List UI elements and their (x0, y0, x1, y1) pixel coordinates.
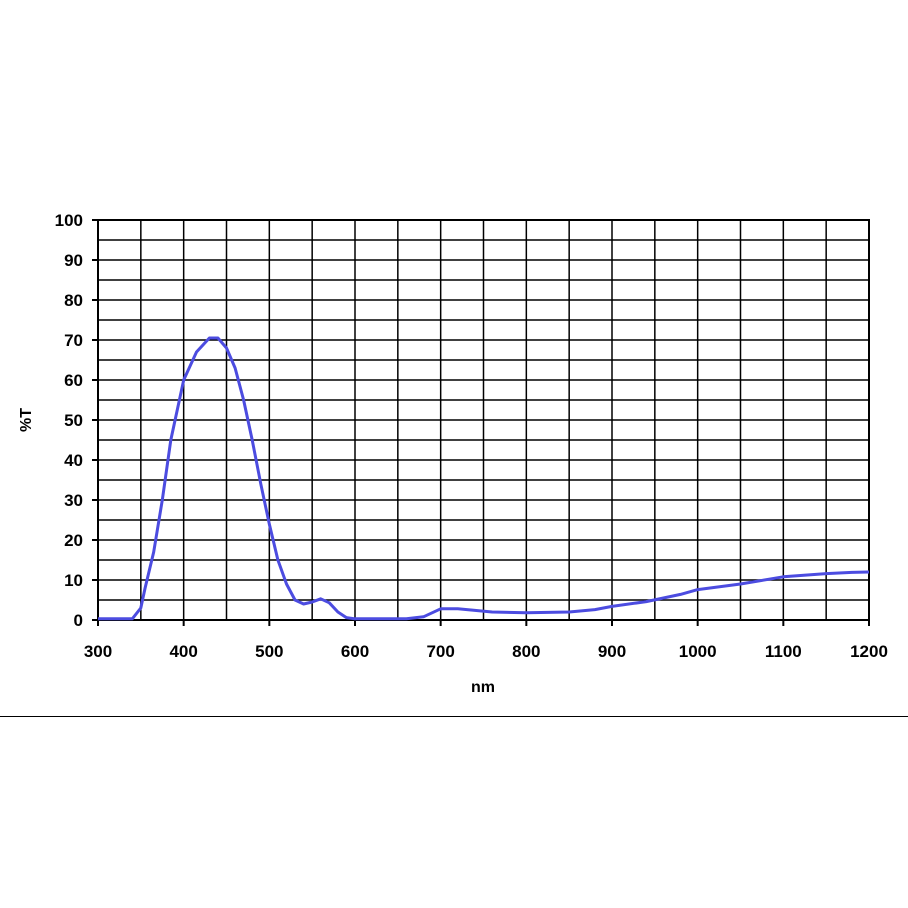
y-tick-label: 100 (55, 211, 83, 230)
y-tick-label: 70 (64, 331, 83, 350)
y-tick-label: 20 (64, 531, 83, 550)
x-tick-label: 600 (341, 642, 369, 661)
x-tick-label: 400 (169, 642, 197, 661)
y-tick-label: 60 (64, 371, 83, 390)
x-tick-label: 1200 (850, 642, 888, 661)
y-tick-label: 0 (74, 611, 83, 630)
x-tick-label: 300 (84, 642, 112, 661)
x-tick-label: 1000 (679, 642, 717, 661)
x-tick-label: 900 (598, 642, 626, 661)
series-layer (98, 336, 870, 621)
x-tick-label: 700 (426, 642, 454, 661)
y-tick-label: 30 (64, 491, 83, 510)
y-tick-label: 10 (64, 571, 83, 590)
x-tick-label: 500 (255, 642, 283, 661)
grid (97, 219, 870, 621)
y-tick-label: 40 (64, 451, 83, 470)
x-axis-title: nm (471, 679, 495, 696)
transmission-series-line (98, 336, 870, 621)
y-tick-label: 50 (64, 411, 83, 430)
x-tick-label: 800 (512, 642, 540, 661)
y-tick-labels: 0 10 20 30 40 50 60 70 80 90 100 (55, 211, 83, 630)
y-axis-title: %T (18, 408, 35, 432)
y-tick-label: 90 (64, 251, 83, 270)
x-tick-labels: 300 400 500 600 700 800 900 1000 1100 1200 (84, 642, 888, 661)
x-tick-label: 1100 (765, 642, 802, 661)
divider-line (0, 716, 908, 717)
axis-ticks (92, 219, 870, 626)
y-tick-label: 80 (64, 291, 83, 310)
